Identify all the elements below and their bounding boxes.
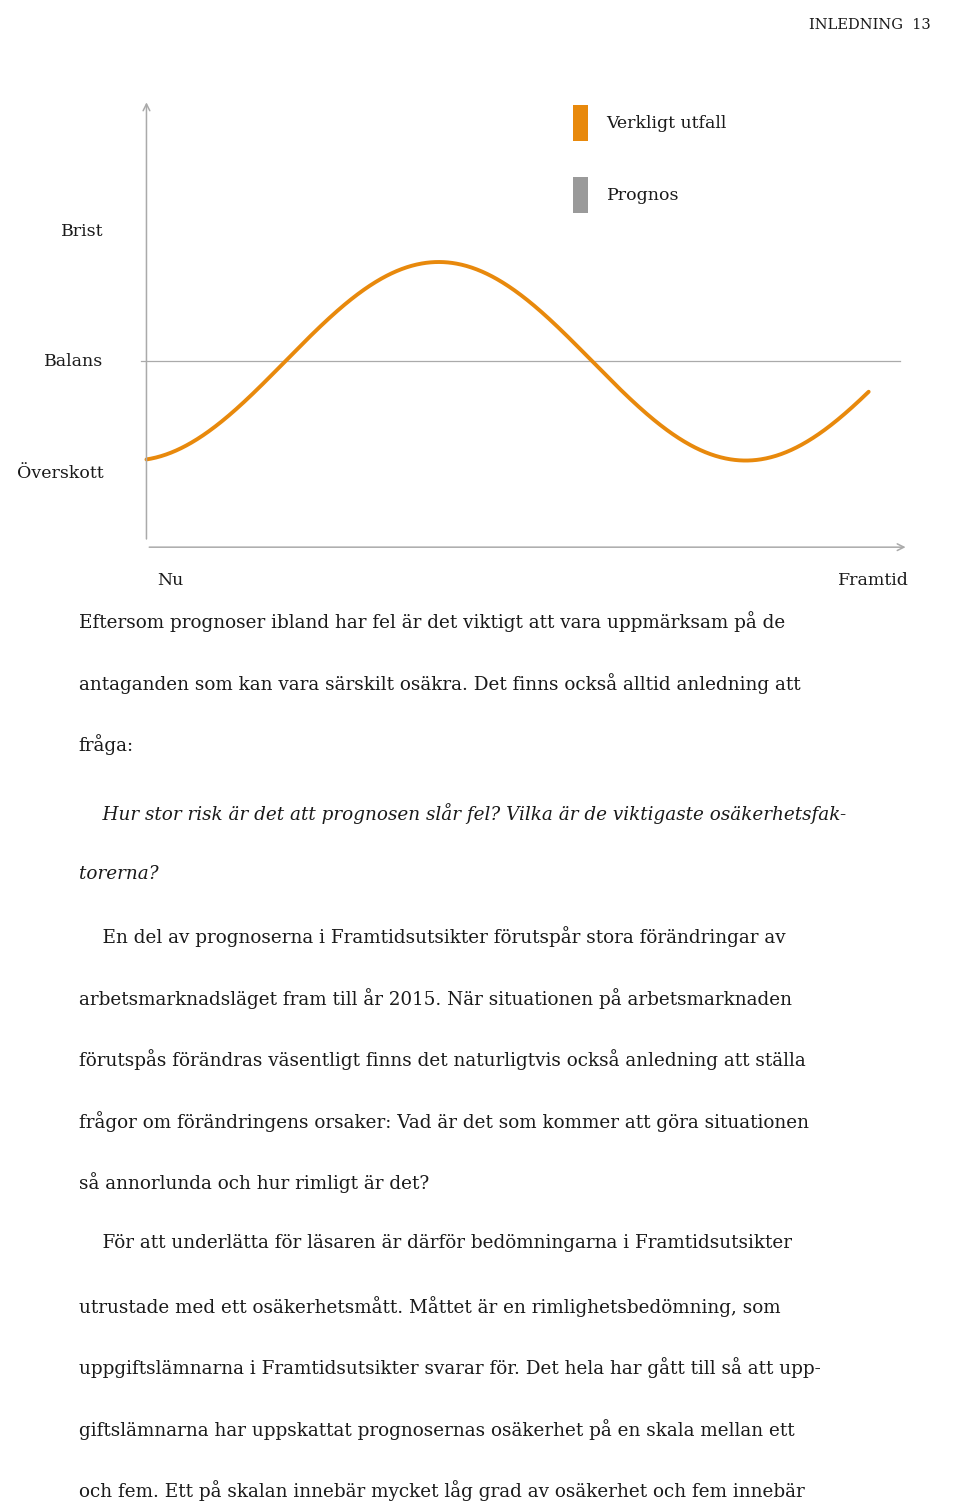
Text: fråga:: fråga: [79, 735, 133, 754]
Text: förutspås förändras väsentligt finns det naturligtvis också anledning att ställa: förutspås förändras väsentligt finns det… [79, 1049, 805, 1070]
Text: Balans: Balans [44, 353, 103, 370]
Text: Eftersom prognoser ibland har fel är det viktigt att vara uppmärksam på de: Eftersom prognoser ibland har fel är det… [79, 611, 785, 632]
Text: Hur stor risk är det att prognosen slår fel? Vilka är de viktigaste osäkerhetsfa: Hur stor risk är det att prognosen slår … [79, 803, 846, 824]
Text: Prognos: Prognos [607, 187, 679, 204]
Text: uppgiftslämnarna i Framtidsutsikter svarar för. Det hela har gått till så att up: uppgiftslämnarna i Framtidsutsikter svar… [79, 1357, 821, 1378]
Text: Brist: Brist [60, 223, 103, 240]
Text: giftslämnarna har uppskattat prognosernas osäkerhet på en skala mellan ett: giftslämnarna har uppskattat prognoserna… [79, 1418, 794, 1440]
Text: En del av prognoserna i Framtidsutsikter förutspår stora förändringar av: En del av prognoserna i Framtidsutsikter… [79, 927, 785, 948]
Text: och fem. Ett på skalan innebär mycket låg grad av osäkerhet och fem innebär: och fem. Ett på skalan innebär mycket lå… [79, 1480, 804, 1501]
Text: så annorlunda och hur rimligt är det?: så annorlunda och hur rimligt är det? [79, 1172, 429, 1194]
Text: Överskott: Överskott [16, 465, 103, 481]
Bar [572, 177, 588, 213]
Text: antaganden som kan vara särskilt osäkra. Det finns också alltid anledning att: antaganden som kan vara särskilt osäkra.… [79, 673, 801, 694]
Text: Verkligt utfall: Verkligt utfall [607, 115, 727, 131]
Text: För att underlätta för läsaren är därför bedömningarna i Framtidsutsikter: För att underlätta för läsaren är därför… [79, 1234, 792, 1252]
Text: torerna?: torerna? [79, 865, 158, 883]
Text: utrustade med ett osäkerhetsmått. Måttet är en rimlighetsbedömning, som: utrustade med ett osäkerhetsmått. Måttet… [79, 1296, 780, 1316]
Text: frågor om förändringens orsaker: Vad är det som kommer att göra situationen: frågor om förändringens orsaker: Vad är … [79, 1111, 808, 1132]
Text: Nu: Nu [157, 572, 183, 590]
Text: Framtid: Framtid [837, 572, 908, 590]
Text: INLEDNING  13: INLEDNING 13 [809, 18, 931, 32]
Text: arbetsmarknadsläget fram till år 2015. När situationen på arbetsmarknaden: arbetsmarknadsläget fram till år 2015. N… [79, 988, 792, 1008]
Bar [572, 106, 588, 140]
